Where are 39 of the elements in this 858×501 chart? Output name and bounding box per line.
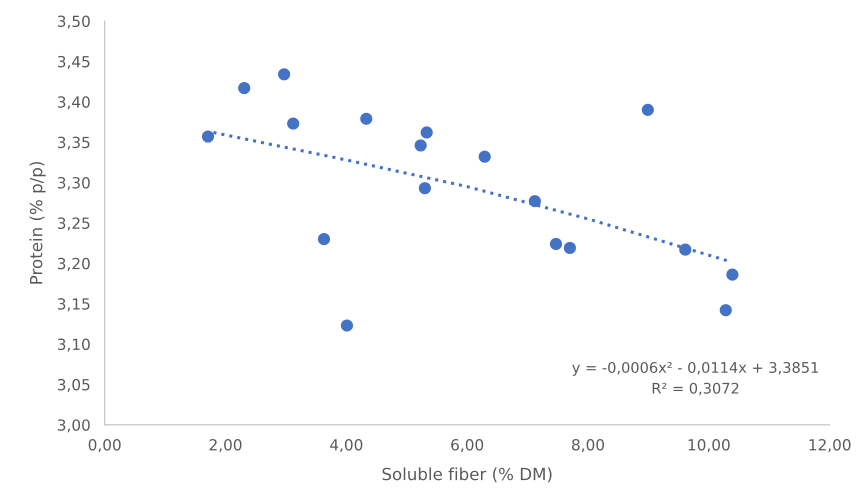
y-tick-label: 3,05 [58,378,90,392]
y-tick-label: 3,25 [58,217,90,231]
point [238,82,250,94]
y-tick-label: 3,50 [58,16,90,29]
point [418,182,431,194]
point [478,150,491,163]
point [642,104,654,116]
point [278,68,290,80]
y-tick-label: 3,10 [58,338,90,352]
y-tick-label: 3,30 [58,177,90,190]
point [414,139,427,152]
x-axis-title: Soluble fiber (% DM) [382,467,552,482]
point [679,244,692,256]
point [202,130,214,143]
x-tick-label: 4,00 [330,439,362,452]
point [720,304,732,316]
point [420,126,433,139]
point [550,238,562,250]
point [726,268,738,281]
x-tick-label: 8,00 [572,439,604,452]
point [360,112,372,125]
x-tick-label: 2,00 [210,439,242,452]
y-tick-label: 3,35 [58,136,90,150]
y-tick-label: 3,15 [58,298,90,312]
point [287,118,300,130]
point [528,195,541,208]
x-tick-label: 6,00 [451,439,484,452]
x-tick-label: 12,00 [809,439,851,452]
x-tick-label: 10,00 [688,439,730,452]
y-tick-label: 3,00 [58,419,90,432]
y-tick-label: 3,40 [58,96,90,110]
x-tick-label: 0,00 [88,439,121,452]
y-axis-title: Protein (% p/p) [30,162,46,284]
annotation: y = -0,0006x² - 0,0114x + 3,3851 R² = 0,3072 [572,362,818,396]
y-tick-label: 3,20 [58,258,90,271]
point [340,319,354,332]
point [564,242,576,254]
y-tick-label: 3,45 [58,56,90,70]
point [318,233,330,246]
